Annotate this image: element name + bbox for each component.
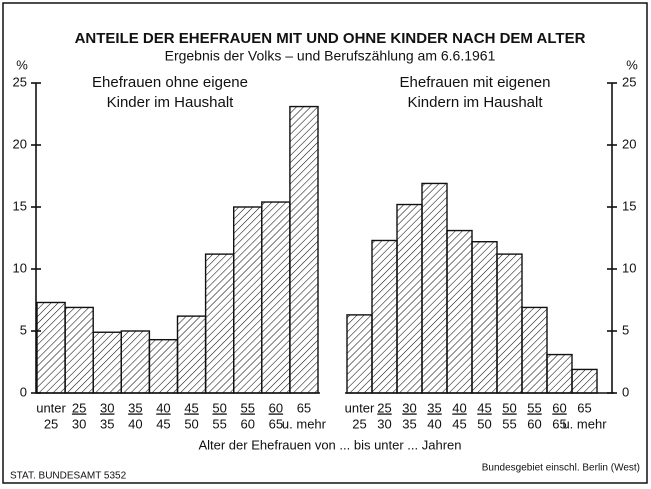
bar bbox=[36, 301, 66, 394]
x-tick-label: 60 bbox=[552, 400, 566, 415]
bar bbox=[421, 182, 448, 394]
x-tick-label: 30 bbox=[100, 400, 114, 415]
x-tick-label: 45 bbox=[452, 416, 466, 431]
x-tick-label: 30 bbox=[377, 416, 391, 431]
x-tick-label: 40 bbox=[452, 400, 466, 415]
x-tick-label: 65 bbox=[577, 400, 591, 415]
bar bbox=[396, 203, 423, 394]
source: STAT. BUNDESAMT 5352 bbox=[10, 471, 127, 482]
x-tick-label: 50 bbox=[184, 416, 198, 431]
x-tick-label: unter bbox=[36, 400, 66, 415]
bar bbox=[204, 253, 235, 394]
bar bbox=[471, 241, 498, 394]
y-tick-label: 15 bbox=[622, 198, 636, 213]
bar bbox=[521, 306, 548, 394]
x-tick-label: 60 bbox=[527, 416, 541, 431]
x-tick-label: 50 bbox=[212, 400, 226, 415]
x-tick-label: 65 bbox=[297, 400, 311, 415]
x-tick-label: 55 bbox=[527, 400, 541, 415]
x-tick-label: 30 bbox=[402, 400, 416, 415]
panel-title: Kindern im Haushalt bbox=[407, 94, 543, 111]
chart-title: ANTEILE DER EHEFRAUEN MIT UND OHNE KINDE… bbox=[75, 30, 586, 47]
y-tick-label: 15 bbox=[13, 198, 27, 213]
y-tick-label: 20 bbox=[13, 136, 27, 151]
y-tick-label: 5 bbox=[20, 322, 27, 337]
x-tick-label: 50 bbox=[477, 416, 491, 431]
bar bbox=[496, 253, 523, 394]
x-tick-label: 45 bbox=[184, 400, 198, 415]
bar bbox=[64, 306, 94, 394]
x-tick-label: 25 bbox=[377, 400, 391, 415]
bar bbox=[92, 331, 122, 394]
x-tick-label: 65 bbox=[552, 416, 566, 431]
bar bbox=[289, 105, 319, 394]
x-tick-label: 25 bbox=[352, 416, 366, 431]
frame bbox=[2, 2, 648, 484]
bar bbox=[120, 330, 151, 394]
bar bbox=[232, 206, 263, 394]
x-tick-label: 25 bbox=[44, 416, 58, 431]
x-tick-label: 35 bbox=[128, 400, 142, 415]
x-tick-label: 50 bbox=[502, 400, 516, 415]
x-tick-label: 40 bbox=[156, 400, 170, 415]
x-tick-label: 65 bbox=[269, 416, 283, 431]
y-tick-label: 0 bbox=[20, 384, 27, 399]
x-tick-label: 60 bbox=[269, 400, 283, 415]
y-tick-label: 0 bbox=[622, 384, 629, 399]
y-tick-label: 5 bbox=[622, 322, 629, 337]
bar bbox=[371, 239, 398, 394]
y-unit: % bbox=[16, 57, 28, 72]
y-tick-label: 10 bbox=[13, 260, 27, 275]
x-tick-label: 30 bbox=[72, 416, 86, 431]
x-tick-label: 35 bbox=[402, 416, 416, 431]
x-tick-label: 55 bbox=[241, 400, 255, 415]
x-tick-label: 55 bbox=[212, 416, 226, 431]
x-tick-label: 55 bbox=[502, 416, 516, 431]
x-tick-label: 60 bbox=[241, 416, 255, 431]
x-tick-label: unter bbox=[345, 400, 375, 415]
panel-title: Ehefrauen ohne eigene bbox=[92, 74, 248, 91]
x-tick-label: 35 bbox=[427, 400, 441, 415]
bar bbox=[346, 314, 373, 394]
x-tick-label: u. mehr bbox=[282, 416, 327, 431]
bar bbox=[261, 201, 291, 394]
chart-subtitle: Ergebnis der Volks – und Berufszählung a… bbox=[165, 48, 496, 64]
bar bbox=[176, 315, 207, 394]
y-tick-label: 20 bbox=[622, 136, 636, 151]
x-tick-label: 40 bbox=[128, 416, 142, 431]
bar bbox=[446, 229, 473, 394]
x-tick-label: 45 bbox=[156, 416, 170, 431]
bar bbox=[571, 368, 598, 394]
bar bbox=[546, 353, 573, 394]
bar bbox=[148, 338, 179, 394]
y-tick-label: 25 bbox=[13, 74, 27, 89]
x-tick-label: 45 bbox=[477, 400, 491, 415]
x-tick-label: 40 bbox=[427, 416, 441, 431]
y-unit: % bbox=[626, 57, 638, 72]
y-tick-label: 25 bbox=[622, 74, 636, 89]
panel-title: Kinder im Haushalt bbox=[107, 94, 235, 111]
note: Bundesgebiet einschl. Berlin (West) bbox=[482, 463, 640, 474]
x-tick-label: 25 bbox=[72, 400, 86, 415]
x-axis-label: Alter der Ehefrauen von ... bis unter ..… bbox=[198, 437, 461, 452]
panel-title: Ehefrauen mit eigenen bbox=[400, 74, 551, 91]
y-tick-label: 10 bbox=[622, 260, 636, 275]
x-tick-label: 35 bbox=[100, 416, 114, 431]
x-tick-label: u. mehr bbox=[562, 416, 607, 431]
